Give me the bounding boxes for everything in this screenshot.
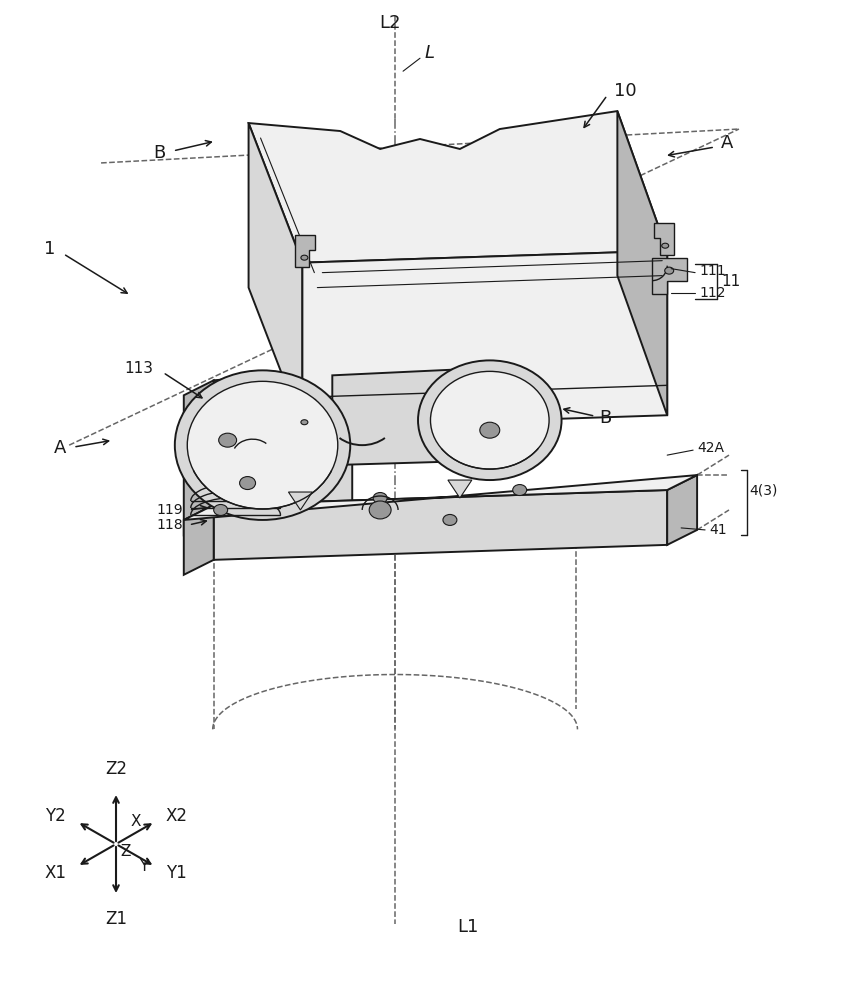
- Text: 118: 118: [156, 518, 183, 532]
- Polygon shape: [302, 251, 667, 427]
- Polygon shape: [332, 367, 501, 465]
- Text: B: B: [153, 144, 166, 162]
- Ellipse shape: [187, 381, 338, 509]
- Text: 42A: 42A: [697, 441, 724, 455]
- Text: 11: 11: [721, 274, 740, 289]
- Text: Z2: Z2: [105, 760, 127, 778]
- Polygon shape: [184, 505, 213, 575]
- Text: 4(3): 4(3): [749, 483, 778, 497]
- Polygon shape: [213, 490, 667, 560]
- Polygon shape: [248, 123, 302, 427]
- Text: 41: 41: [709, 523, 727, 537]
- Ellipse shape: [443, 514, 457, 525]
- Text: L: L: [425, 44, 435, 62]
- Text: 1: 1: [43, 240, 55, 258]
- Text: A: A: [721, 134, 734, 152]
- Polygon shape: [448, 480, 472, 498]
- Ellipse shape: [174, 370, 351, 520]
- Ellipse shape: [430, 371, 549, 469]
- Text: Z1: Z1: [105, 910, 127, 928]
- Ellipse shape: [369, 501, 391, 519]
- Ellipse shape: [240, 477, 256, 490]
- Polygon shape: [296, 235, 315, 267]
- Text: X1: X1: [44, 864, 66, 882]
- Polygon shape: [213, 368, 352, 520]
- Text: 119: 119: [156, 503, 183, 517]
- Text: 112: 112: [699, 286, 726, 300]
- Text: A: A: [54, 439, 66, 457]
- Polygon shape: [289, 492, 313, 510]
- Polygon shape: [652, 258, 687, 294]
- Polygon shape: [184, 380, 213, 535]
- Ellipse shape: [374, 493, 387, 503]
- Polygon shape: [296, 399, 315, 431]
- Text: Y: Y: [140, 859, 149, 874]
- Text: B: B: [600, 409, 612, 427]
- Polygon shape: [667, 475, 697, 545]
- Text: Y1: Y1: [166, 864, 186, 882]
- Text: 113: 113: [124, 361, 153, 376]
- Polygon shape: [184, 475, 697, 520]
- Ellipse shape: [301, 420, 307, 425]
- Text: Y2: Y2: [46, 807, 66, 825]
- Polygon shape: [248, 111, 667, 263]
- Text: L1: L1: [457, 918, 479, 936]
- Polygon shape: [617, 111, 667, 415]
- Ellipse shape: [479, 422, 500, 438]
- Polygon shape: [654, 223, 674, 255]
- Ellipse shape: [418, 360, 562, 480]
- Text: X2: X2: [166, 807, 188, 825]
- Text: L2: L2: [379, 14, 401, 32]
- Ellipse shape: [213, 504, 228, 515]
- Ellipse shape: [219, 433, 236, 447]
- Text: X: X: [130, 814, 141, 829]
- Ellipse shape: [662, 243, 668, 248]
- Text: Z: Z: [120, 844, 130, 859]
- Ellipse shape: [665, 267, 673, 274]
- Ellipse shape: [512, 485, 527, 496]
- Text: 111: 111: [699, 264, 726, 278]
- Text: 10: 10: [614, 82, 637, 100]
- Ellipse shape: [301, 255, 307, 260]
